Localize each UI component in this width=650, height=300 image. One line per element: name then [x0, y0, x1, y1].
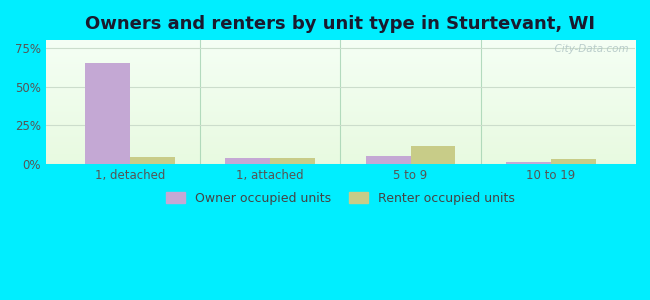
Title: Owners and renters by unit type in Sturtevant, WI: Owners and renters by unit type in Sturt…	[85, 15, 595, 33]
Bar	[551, 159, 595, 164]
Bar	[130, 157, 175, 164]
Bar	[226, 158, 270, 164]
Bar	[85, 63, 130, 164]
Text: City-Data.com: City-Data.com	[549, 44, 629, 54]
Bar	[506, 162, 551, 164]
Bar	[270, 158, 315, 164]
Bar	[411, 146, 456, 164]
Bar	[366, 156, 411, 164]
Legend: Owner occupied units, Renter occupied units: Owner occupied units, Renter occupied un…	[161, 187, 520, 210]
